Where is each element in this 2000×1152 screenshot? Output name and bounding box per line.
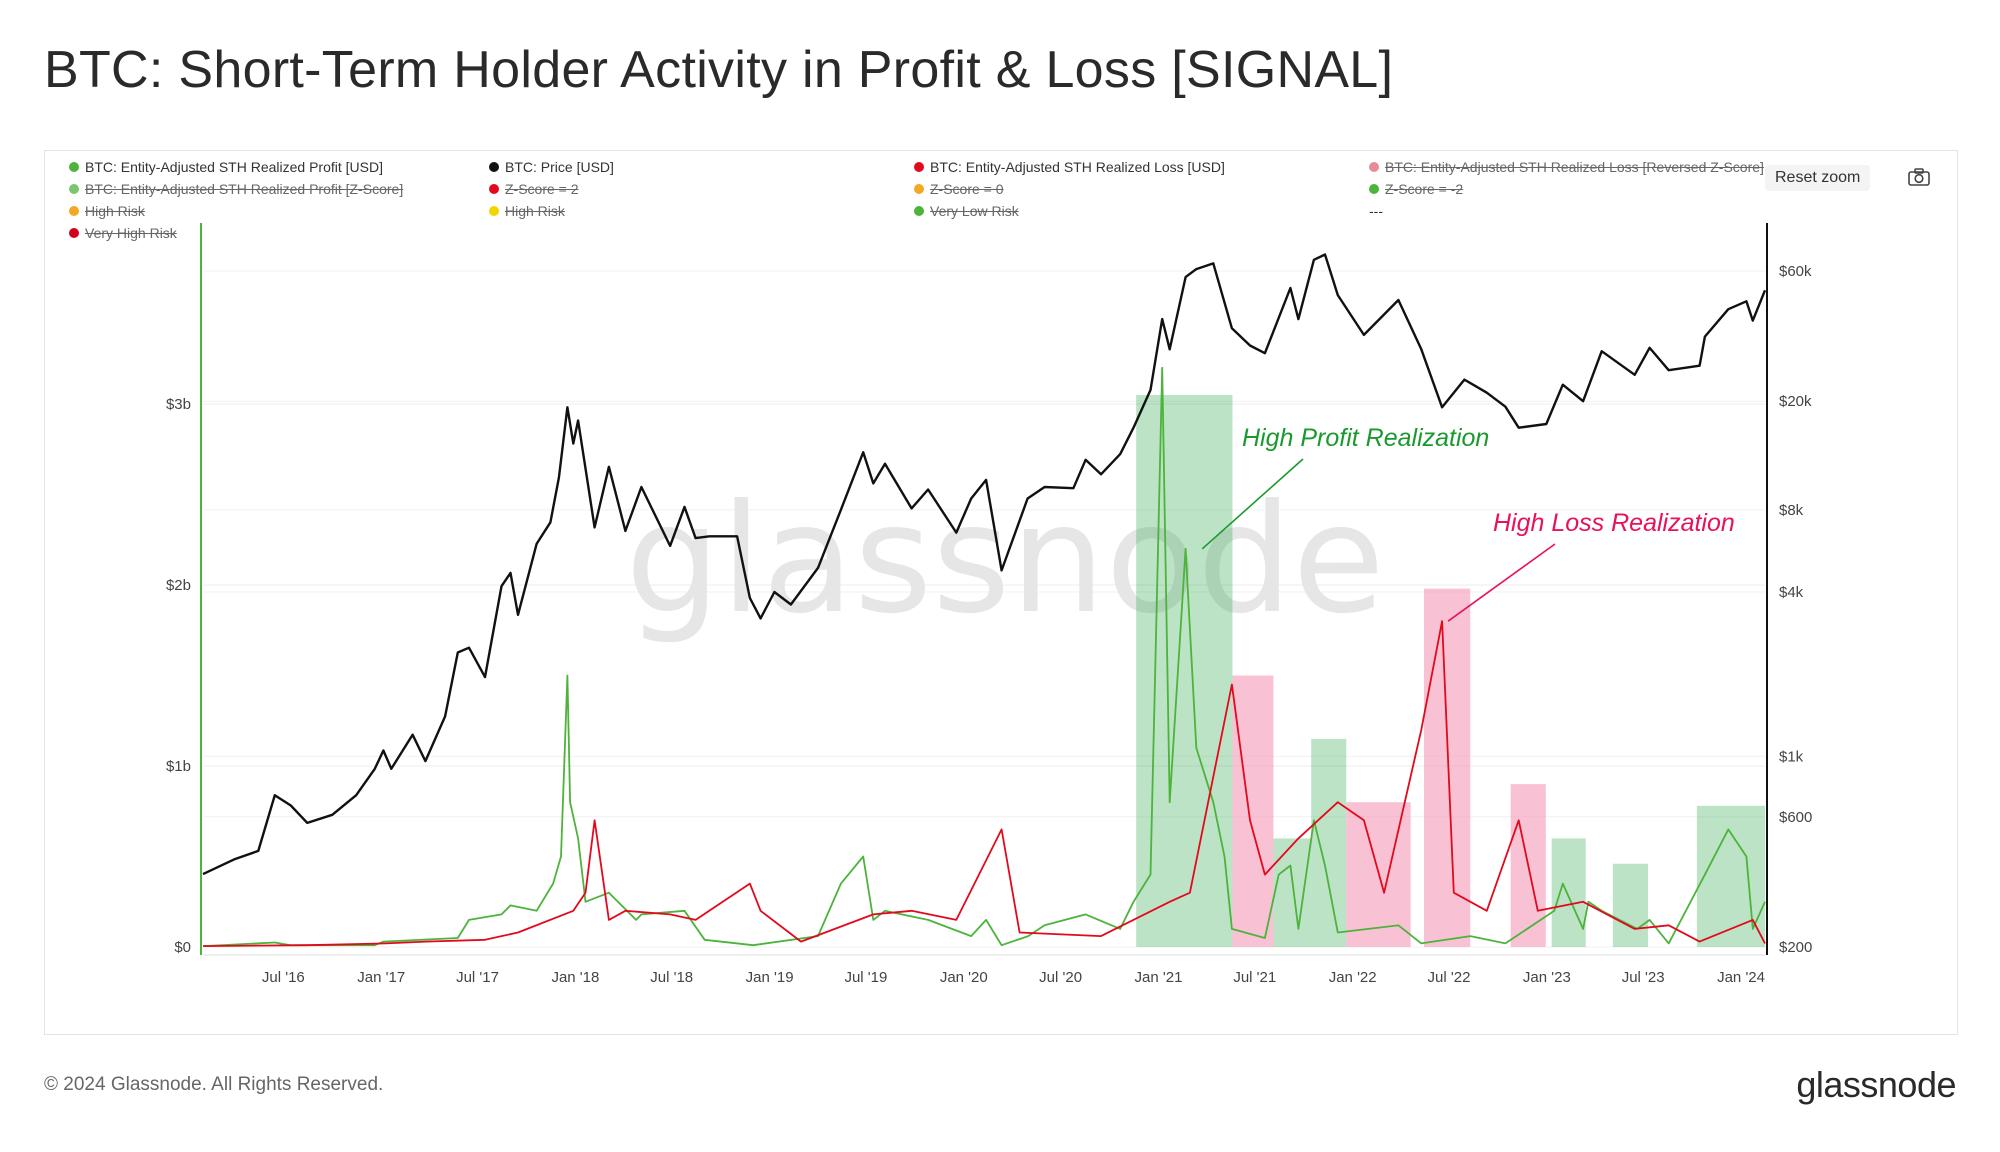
legend-item[interactable]: Z-Score = 0 [914,181,1004,197]
legend-label: Very High Risk [85,225,177,241]
price-line [202,253,1767,876]
legend-item[interactable]: BTC: Entity-Adjusted STH Realized Profit… [69,159,383,175]
legend-dot-icon [1369,184,1379,194]
y-right-tick-label: $600 [1779,809,1812,826]
x-tick-label: Jul '20 [1039,969,1082,986]
profit-zone [1551,838,1586,947]
glassnode-logo: glassnode [1796,1064,1956,1105]
annotation-profit-pointer [1201,458,1304,550]
x-tick-label: Jul '19 [844,969,887,986]
legend-label: BTC: Entity-Adjusted STH Realized Profit… [85,181,404,197]
x-tick-label: Jul '16 [262,969,305,986]
x-tick-label: Jan '23 [1523,969,1571,986]
legend-item[interactable]: BTC: Entity-Adjusted STH Realized Loss [… [914,159,1225,175]
profit-line [202,366,1766,947]
legend-dot-icon [69,162,79,172]
y-right-tick-label: $20k [1779,393,1812,410]
legend-item[interactable]: Z-Score = 2 [489,181,579,197]
chart-plot[interactable]: glassnode$0$1b$2b$3b$200$600$1k$4k$8k$20… [45,151,1957,1034]
loss-zone [1232,675,1274,947]
profit-zone [1311,738,1347,947]
legend-label: --- [1369,203,1383,219]
legend-item[interactable]: Z-Score = -2 [1369,181,1463,197]
annotation-loss: High Loss Realization [1493,509,1735,537]
y-left-tick-label: $0 [174,939,191,956]
y-right-tick-label: $4k [1779,584,1804,601]
legend-item[interactable]: High Risk [489,203,565,219]
legend-dot-icon [489,184,499,194]
page-title: BTC: Short-Term Holder Activity in Profi… [44,41,1394,99]
legend-dot-icon [489,206,499,216]
legend-item[interactable]: BTC: Entity-Adjusted STH Realized Profit… [69,181,403,197]
x-tick-label: Jan '19 [746,969,794,986]
y-right-tick-label: $8k [1779,502,1804,519]
legend-label: High Risk [85,203,145,219]
legend-item[interactable]: Very High Risk [69,225,177,241]
chart-legend: BTC: Entity-Adjusted STH Realized Profit… [69,159,1769,259]
legend-dot-icon [489,162,499,172]
legend-item[interactable]: BTC: Price [USD] [489,159,614,175]
y-left-tick-label: $1b [166,758,191,775]
x-tick-label: Jul '21 [1233,969,1276,986]
profit-zone [1136,394,1233,947]
legend-item[interactable]: Very Low Risk [914,203,1019,219]
legend-dot-icon [914,206,924,216]
legend-item[interactable]: BTC: Entity-Adjusted STH Realized Loss [… [1369,159,1764,175]
y-right-tick-label: $1k [1779,748,1804,765]
legend-label: High Risk [505,203,565,219]
profit-zone [1612,863,1648,947]
x-tick-label: Jul '22 [1428,969,1471,986]
camera-icon[interactable] [1907,167,1931,187]
loss-zone [1423,588,1471,947]
x-tick-label: Jan '20 [940,969,988,986]
legend-dot-icon [914,184,924,194]
loss-line [202,620,1766,947]
legend-label: Very Low Risk [930,203,1019,219]
legend-label: BTC: Entity-Adjusted STH Realized Loss [… [1385,159,1764,175]
x-tick-label: Jul '18 [650,969,693,986]
reset-zoom-button[interactable]: Reset zoom [1765,165,1871,191]
legend-label: Z-Score = 0 [930,181,1004,197]
legend-label: BTC: Price [USD] [505,159,614,175]
legend-label: Z-Score = -2 [1385,181,1464,197]
x-tick-label: Jan '17 [357,969,405,986]
legend-label: Z-Score = 2 [505,181,579,197]
y-left-tick-label: $2b [166,577,191,594]
legend-dot-icon [69,184,79,194]
x-tick-label: Jan '22 [1329,969,1377,986]
y-right-tick-label: $60k [1779,263,1812,280]
footer-copyright: © 2024 Glassnode. All Rights Reserved. [44,1074,384,1095]
legend-dot-icon [69,228,79,238]
profit-zone [1273,838,1312,947]
x-tick-label: Jul '23 [1622,969,1665,986]
annotation-loss-pointer [1447,543,1556,622]
legend-dot-icon [914,162,924,172]
legend-dot-icon [1369,162,1379,172]
y-right-tick-label: $200 [1779,939,1812,956]
legend-item[interactable]: High Risk [69,203,145,219]
y-left-tick-label: $3b [166,396,191,413]
annotation-profit: High Profit Realization [1242,424,1489,452]
x-tick-label: Jan '21 [1135,969,1183,986]
x-tick-label: Jan '24 [1717,969,1765,986]
x-tick-label: Jul '17 [456,969,499,986]
legend-label: BTC: Entity-Adjusted STH Realized Profit… [85,159,383,175]
legend-item[interactable]: --- [1369,203,1383,219]
legend-label: BTC: Entity-Adjusted STH Realized Loss [… [930,159,1225,175]
chart-frame: BTC: Entity-Adjusted STH Realized Profit… [44,150,1958,1035]
x-tick-label: Jan '18 [551,969,599,986]
legend-dot-icon [69,206,79,216]
